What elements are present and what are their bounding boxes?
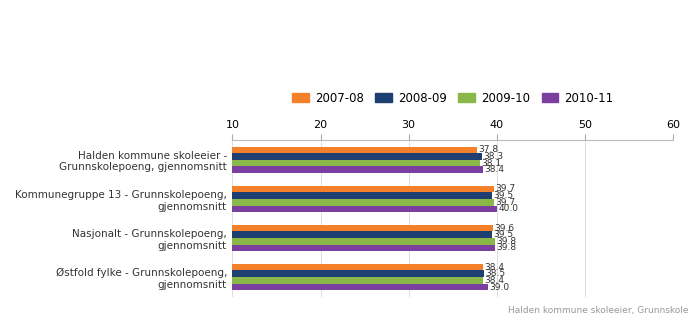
Text: 38.4: 38.4 (484, 276, 504, 285)
Text: 39.5: 39.5 (493, 230, 514, 239)
Bar (232, 264, 482, 270)
Bar (232, 284, 488, 290)
Bar (232, 192, 492, 199)
Text: 38.5: 38.5 (485, 269, 505, 278)
Text: 38.4: 38.4 (484, 263, 504, 272)
Text: 40.0: 40.0 (498, 204, 518, 213)
Text: 37.8: 37.8 (479, 145, 499, 154)
Text: 39.0: 39.0 (489, 283, 509, 292)
Text: 39.8: 39.8 (496, 244, 516, 252)
Bar (232, 153, 482, 160)
Text: 38.4: 38.4 (484, 165, 504, 174)
Bar (232, 186, 494, 192)
Text: Halden kommune skoleeier, Grunnskole: Halden kommune skoleeier, Grunnskole (507, 306, 688, 315)
Text: 39.6: 39.6 (495, 224, 515, 232)
Bar (232, 277, 482, 284)
Text: 38.1: 38.1 (482, 159, 502, 168)
Text: 39.7: 39.7 (496, 184, 516, 193)
Bar (232, 245, 495, 251)
Bar (232, 270, 484, 277)
Bar (232, 225, 493, 232)
Bar (232, 167, 482, 173)
Bar (232, 147, 477, 153)
Bar (232, 160, 480, 167)
Text: 38.3: 38.3 (483, 152, 503, 161)
Bar (232, 199, 494, 205)
Bar (232, 205, 497, 212)
Text: 39.8: 39.8 (496, 237, 516, 246)
Text: 39.5: 39.5 (493, 191, 514, 200)
Bar (232, 238, 495, 245)
Legend: 2007-08, 2008-09, 2009-10, 2010-11: 2007-08, 2008-09, 2009-10, 2010-11 (288, 87, 618, 109)
Bar (232, 232, 492, 238)
Text: 39.7: 39.7 (496, 198, 516, 207)
